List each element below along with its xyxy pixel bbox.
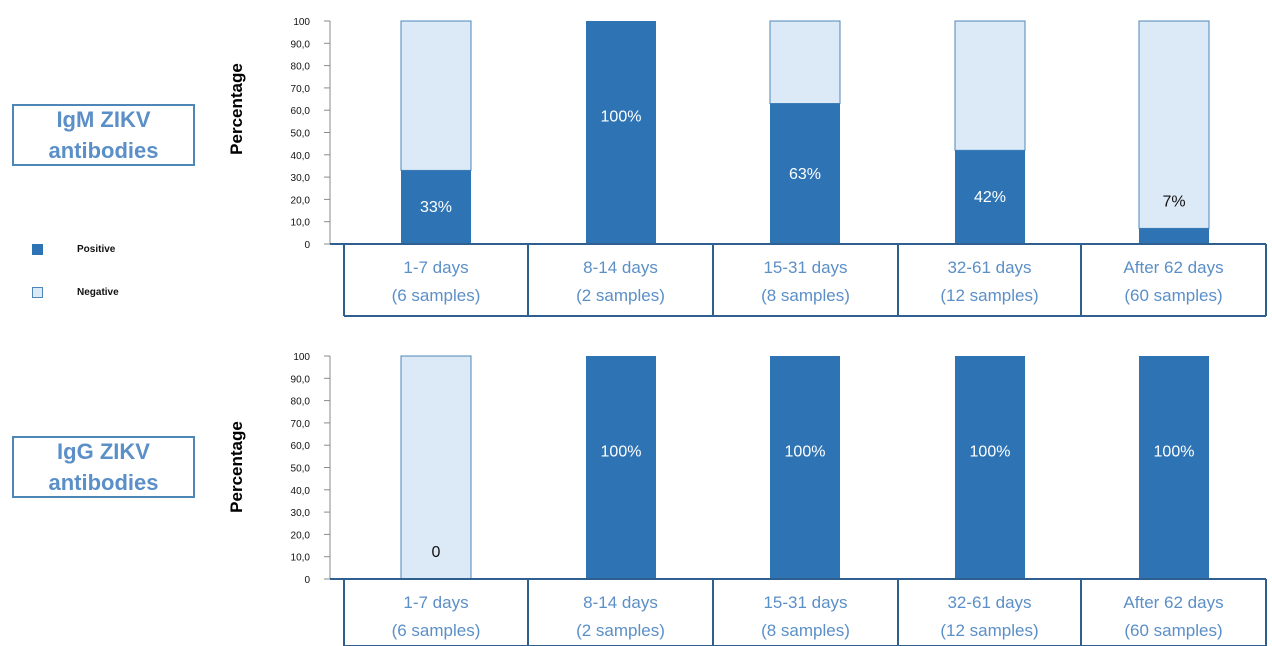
igm-bar-negative bbox=[1138, 20, 1210, 229]
igm-y-tick-label: 40,0 bbox=[291, 151, 311, 162]
igm-data-label: 33% bbox=[420, 199, 452, 216]
igm-category-samples: (60 samples) bbox=[1124, 286, 1222, 305]
igg-category-samples: (12 samples) bbox=[940, 621, 1038, 640]
igm-title-box: IgM ZIKV antibodies bbox=[12, 104, 195, 166]
igm-bar-positive bbox=[586, 21, 656, 244]
igg-y-tick-label: 40,0 bbox=[291, 486, 311, 497]
igg-category-label: 15-31 days bbox=[763, 593, 847, 612]
igg-y-tick-label: 0 bbox=[304, 575, 310, 586]
igm-category-label: 1-7 days bbox=[403, 258, 468, 277]
legend-negative: Negative bbox=[32, 287, 119, 298]
igm-category-label: 32-61 days bbox=[947, 258, 1031, 277]
igg-title-line-2: antibodies bbox=[48, 470, 159, 495]
igm-bar-negative bbox=[400, 20, 472, 171]
igm-bar-positive bbox=[1139, 228, 1209, 244]
igg-y-tick-label: 30,0 bbox=[291, 508, 311, 519]
igg-category-samples: (8 samples) bbox=[761, 621, 850, 640]
igm-bar-negative bbox=[954, 20, 1026, 151]
igm-data-label: 7% bbox=[1162, 193, 1185, 210]
igm-y-tick-label: 20,0 bbox=[291, 195, 311, 206]
igm-bar-positive bbox=[955, 150, 1025, 244]
igg-category-label: 32-61 days bbox=[947, 593, 1031, 612]
igm-category-samples: (8 samples) bbox=[761, 286, 850, 305]
igm-y-tick-label: 70,0 bbox=[291, 84, 311, 95]
igm-data-label: 100% bbox=[601, 109, 642, 126]
igm-y-tick-label: 50,0 bbox=[291, 129, 311, 140]
igg-category-samples: (2 samples) bbox=[576, 621, 665, 640]
igm-y-tick-label: 80,0 bbox=[291, 62, 311, 73]
igg-y-tick-label: 50,0 bbox=[291, 464, 311, 475]
igg-y-tick-label: 20,0 bbox=[291, 530, 311, 541]
igg-category-label: After 62 days bbox=[1123, 593, 1223, 612]
igg-bar-negative bbox=[400, 355, 472, 580]
igg-bar-positive bbox=[1139, 356, 1209, 579]
igg-y-tick-label: 10,0 bbox=[291, 553, 311, 564]
igg-data-label: 100% bbox=[785, 444, 826, 461]
igg-title-box: IgG ZIKV antibodies bbox=[12, 436, 195, 498]
igg-y-tick-label: 100 bbox=[293, 352, 310, 363]
igm-data-label: 42% bbox=[974, 189, 1006, 206]
igm-y-tick-label: 10,0 bbox=[291, 218, 311, 229]
igg-chart: 0 10,0 20,0 30,0 40,0 50,0 60,0 70,0 80,0 90,0 100… bbox=[291, 352, 1267, 646]
igm-category-label: 15-31 days bbox=[763, 258, 847, 277]
legend-positive: Positive bbox=[32, 244, 115, 255]
igm-y-tick-label: 30,0 bbox=[291, 173, 311, 184]
igm-title-line-2: antibodies bbox=[48, 138, 159, 163]
legend-positive-label: Positive bbox=[77, 244, 116, 255]
igg-category-samples: (6 samples) bbox=[392, 621, 481, 640]
igg-bar-positive bbox=[770, 356, 840, 579]
igg-category-label: 8-14 days bbox=[583, 593, 658, 612]
igm-data-label: 63% bbox=[789, 166, 821, 183]
igg-y-tick-label: 60,0 bbox=[291, 441, 311, 452]
igg-bar-positive bbox=[586, 356, 656, 579]
negative-swatch-icon bbox=[32, 287, 43, 298]
igm-bar-positive bbox=[401, 170, 471, 244]
igm-bar-positive bbox=[770, 103, 840, 244]
igg-data-label: 100% bbox=[1154, 444, 1195, 461]
igm-title-line-1: IgM ZIKV bbox=[56, 107, 151, 132]
igm-category-samples: (2 samples) bbox=[576, 286, 665, 305]
igm-y-tick-label: 90,0 bbox=[291, 39, 311, 50]
igm-category-label: After 62 days bbox=[1123, 258, 1223, 277]
igg-category-label: 1-7 days bbox=[403, 593, 468, 612]
igm-chart: 0 10,0 20,0 30,0 40,0 50,0 60,0 70,0 80,0 90,0 100… bbox=[291, 17, 1267, 317]
igg-category-samples: (60 samples) bbox=[1124, 621, 1222, 640]
igg-bar-positive bbox=[955, 356, 1025, 579]
igm-category-samples: (6 samples) bbox=[392, 286, 481, 305]
igm-y-tick-label: 0 bbox=[304, 240, 310, 251]
igg-y-tick-label: 90,0 bbox=[291, 374, 311, 385]
igm-category-samples: (12 samples) bbox=[940, 286, 1038, 305]
igm-category-label: 8-14 days bbox=[583, 258, 658, 277]
igm-y-tick-label: 100 bbox=[293, 17, 310, 28]
igg-data-label: 100% bbox=[601, 444, 642, 461]
igg-y-tick-label: 80,0 bbox=[291, 397, 311, 408]
legend-negative-label: Negative bbox=[77, 287, 119, 298]
igg-data-label: 0 bbox=[432, 544, 441, 561]
igg-data-label: 100% bbox=[970, 444, 1011, 461]
positive-swatch-icon bbox=[32, 244, 43, 255]
igg-title-line-1: IgG ZIKV bbox=[57, 439, 150, 464]
igg-y-tick-label: 70,0 bbox=[291, 419, 311, 430]
igm-y-tick-label: 60,0 bbox=[291, 106, 311, 117]
igm-bar-negative bbox=[769, 20, 841, 105]
